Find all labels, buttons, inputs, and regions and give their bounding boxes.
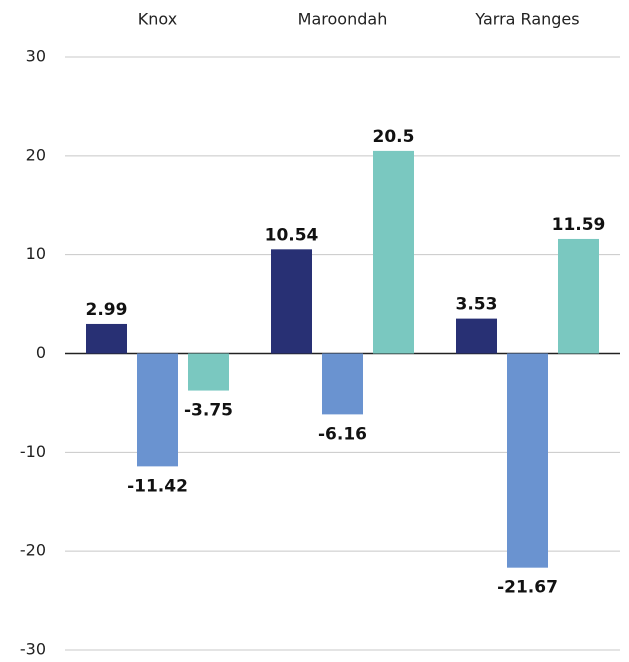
category-label: Knox bbox=[138, 10, 177, 29]
value-label: 10.54 bbox=[265, 225, 319, 245]
y-tick-label: -30 bbox=[20, 640, 46, 659]
bar bbox=[322, 353, 363, 415]
value-label: 2.99 bbox=[86, 300, 128, 320]
value-label: -11.42 bbox=[127, 476, 188, 496]
bar bbox=[137, 353, 178, 467]
y-tick-label: -10 bbox=[20, 442, 46, 461]
bar bbox=[507, 353, 548, 568]
value-label: 20.5 bbox=[373, 127, 415, 147]
y-tick-label: 10 bbox=[26, 244, 46, 263]
category-label: Yarra Ranges bbox=[474, 10, 579, 29]
value-label: -21.67 bbox=[497, 578, 558, 598]
bar bbox=[558, 238, 599, 354]
y-tick-label: 20 bbox=[26, 145, 46, 164]
bar bbox=[86, 323, 127, 354]
category-label: Maroondah bbox=[298, 10, 388, 29]
bar bbox=[373, 150, 414, 354]
value-label: -6.16 bbox=[318, 424, 367, 444]
value-label: -3.75 bbox=[184, 401, 233, 421]
bar bbox=[456, 318, 497, 354]
value-label: 3.53 bbox=[456, 295, 498, 315]
value-label: 11.59 bbox=[552, 215, 606, 235]
bar bbox=[271, 249, 312, 354]
y-tick-label: 30 bbox=[26, 47, 46, 66]
y-tick-label: 0 bbox=[36, 343, 46, 362]
bar bbox=[188, 353, 229, 391]
y-tick-label: -20 bbox=[20, 541, 46, 560]
